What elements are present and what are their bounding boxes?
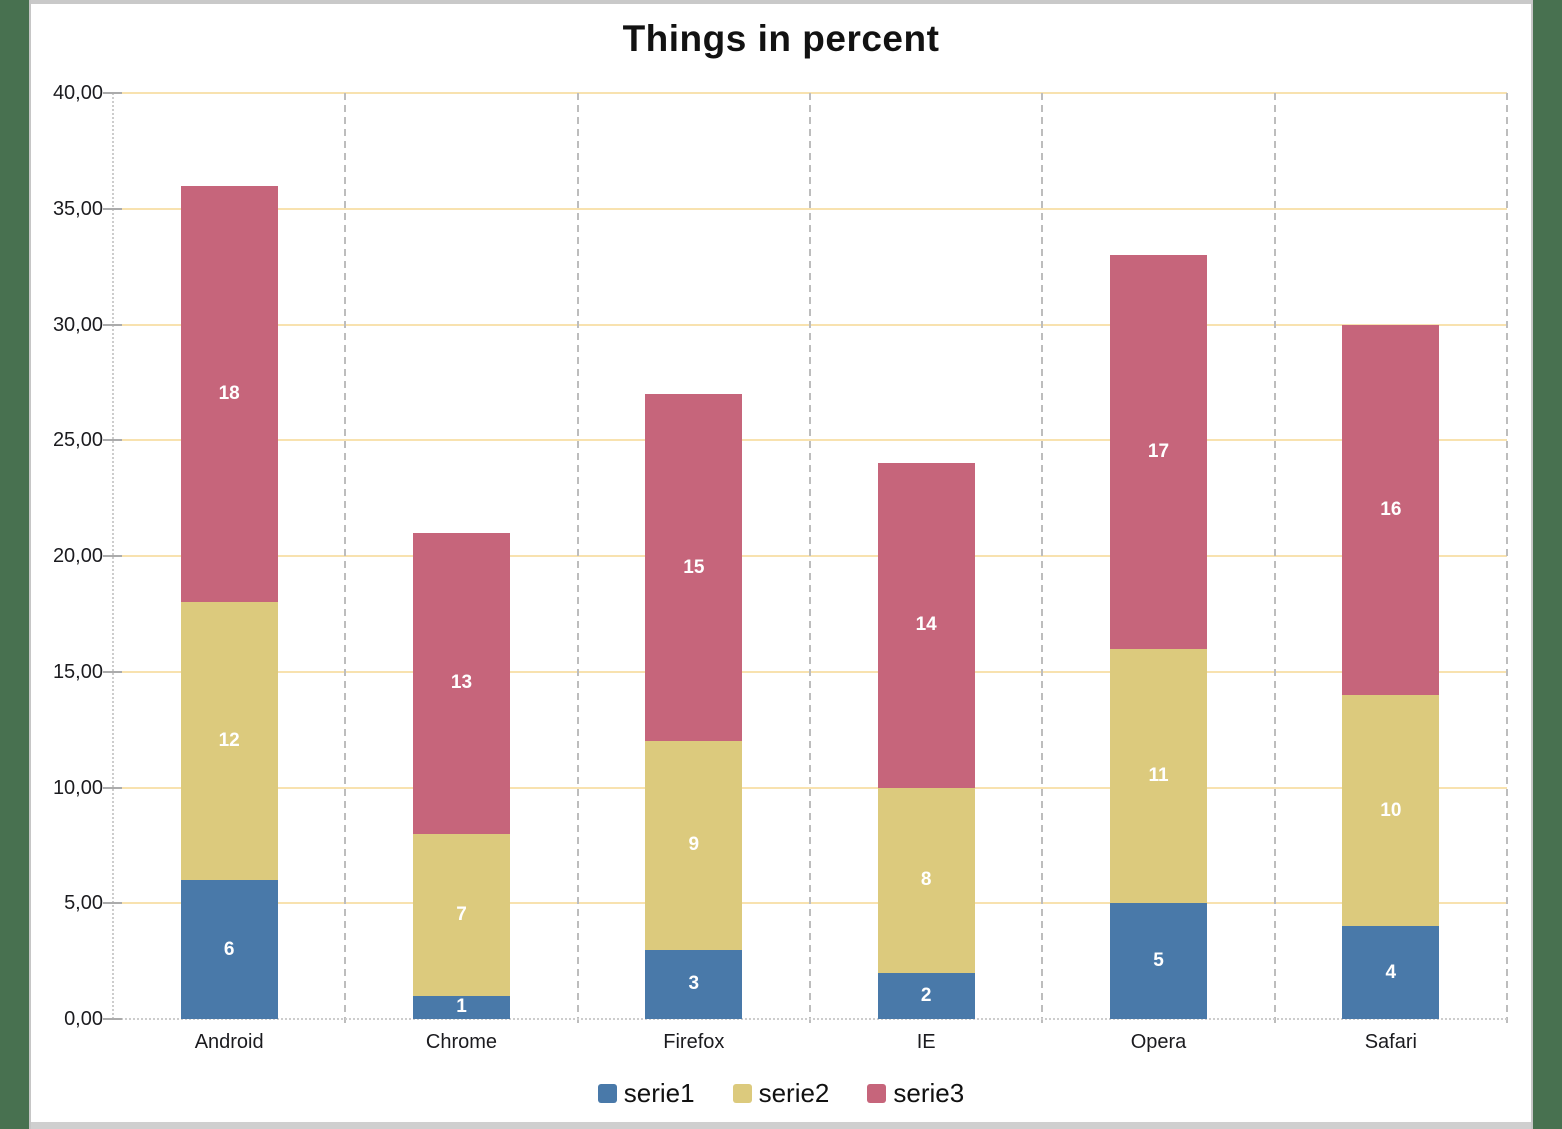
y-axis-tick-label: 40,00: [52, 82, 103, 104]
bar-value-label: 2: [920, 984, 932, 1006]
bar-segment-serie2-firefox[interactable]: 9: [645, 741, 743, 950]
bar-value-label: 10: [1380, 799, 1402, 821]
legend-label: serie1: [623, 1077, 695, 1108]
gridline-vertical: [1273, 93, 1276, 1023]
x-axis-category-label: Safari: [1364, 1031, 1417, 1053]
gridline-vertical: [576, 93, 579, 1023]
bar-segment-serie2-android[interactable]: 12: [180, 602, 278, 881]
x-axis-category-label: Chrome: [425, 1031, 498, 1053]
legend-label: serie3: [893, 1077, 965, 1108]
bar-value-label: 12: [218, 730, 240, 752]
bar-value-label: 17: [1147, 440, 1170, 462]
legend-label: serie2: [758, 1077, 830, 1108]
x-axis-baseline: [113, 1018, 1507, 1020]
legend-item-serie2[interactable]: serie2: [732, 1077, 830, 1109]
background-strip-left: [0, 0, 29, 1129]
bar-value-label: 11: [1148, 764, 1169, 786]
legend: serie1 serie2 serie3: [31, 1076, 1531, 1110]
bar-value-label: 13: [450, 672, 473, 694]
canvas-border-right: [1531, 0, 1533, 1129]
bar-segment-serie1-android[interactable]: 6: [180, 880, 278, 1019]
bar-value-label: 3: [688, 973, 700, 995]
x-axis-category-label: Android: [194, 1031, 264, 1053]
bar-value-label: 14: [915, 614, 937, 636]
y-axis-tick-label: 30,00: [52, 313, 103, 336]
background-strip-right: [1533, 0, 1562, 1129]
y-axis-tick-label: 5,00: [64, 892, 103, 915]
bar-segment-serie3-opera[interactable]: 17: [1110, 255, 1207, 649]
bar-segment-serie1-firefox[interactable]: 3: [645, 949, 743, 1019]
bar-value-label: 4: [1385, 961, 1397, 983]
chart-title: Things in percent: [622, 18, 940, 59]
canvas-border-left: [29, 0, 31, 1129]
legend-item-serie3[interactable]: serie3: [867, 1078, 964, 1109]
canvas-border-bottom: [31, 1122, 1531, 1129]
y-axis-tick: [103, 439, 122, 442]
y-axis-tick-label: 15,00: [52, 660, 103, 683]
bar-value-label: 16: [1380, 498, 1402, 520]
bar-value-label: 7: [456, 903, 467, 925]
y-axis-tick-label: 10,00: [52, 776, 103, 799]
bar-segment-serie3-firefox[interactable]: 15: [645, 393, 743, 742]
bar-segment-serie2-opera[interactable]: 11: [1110, 648, 1207, 904]
y-axis-tick: [103, 670, 122, 673]
y-axis-tick: [103, 555, 122, 557]
bar-value-label: 15: [683, 556, 705, 578]
y-axis-tick: [103, 92, 122, 94]
bar-segment-serie1-chrome[interactable]: 1: [413, 995, 510, 1019]
legend-swatch-icon: [732, 1083, 752, 1103]
bar-value-label: 8: [920, 869, 932, 891]
x-axis-category-label: IE: [916, 1031, 936, 1053]
bar-value-label: 1: [456, 996, 467, 1018]
legend-item-serie1[interactable]: serie1: [597, 1077, 695, 1109]
bar-segment-serie3-ie[interactable]: 14: [877, 463, 975, 788]
y-axis-tick-label: 0,00: [64, 1008, 103, 1030]
bar-segment-serie3-chrome[interactable]: 13: [413, 532, 510, 834]
plot-area: 0,00 5,00 10,00 15,00 20,00 25,00 30,00 35,00 40…: [53, 82, 1508, 1053]
y-axis-tick-label: 25,00: [52, 429, 103, 452]
bar-value-label: 6: [223, 938, 235, 960]
bar-segment-serie1-safari[interactable]: 4: [1342, 926, 1440, 1019]
bar-segment-serie1-ie[interactable]: 2: [877, 972, 975, 1019]
bar-segment-serie2-ie[interactable]: 8: [877, 787, 975, 973]
y-axis-tick: [103, 1018, 122, 1020]
legend-swatch-icon: [597, 1083, 617, 1103]
y-axis-tick: [103, 207, 122, 210]
x-axis-category-label: Firefox: [663, 1031, 725, 1053]
legend-swatch-icon: [867, 1083, 887, 1103]
x-axis-category-label: Opera: [1130, 1031, 1187, 1053]
bar-value-label: 18: [218, 382, 240, 404]
bar-segment-serie2-chrome[interactable]: 7: [413, 833, 510, 996]
gridline-vertical: [1506, 93, 1508, 1023]
bar-segment-serie3-safari[interactable]: 16: [1342, 324, 1440, 695]
y-axis-tick: [103, 786, 122, 789]
gridline-vertical: [1041, 93, 1044, 1023]
y-axis-tick-label: 35,00: [52, 197, 103, 220]
gridline-vertical: [809, 93, 811, 1023]
bar-segment-serie1-opera[interactable]: 5: [1110, 903, 1207, 1019]
gridline-vertical: [344, 93, 347, 1023]
y-axis-tick-label: 20,00: [52, 545, 103, 567]
y-axis-tick: [103, 323, 122, 326]
bar-value-label: 5: [1153, 950, 1164, 972]
canvas-border-top: [31, 0, 1531, 4]
y-axis-tick: [103, 902, 122, 905]
bar-value-label: 9: [688, 834, 700, 856]
bar-segment-serie3-android[interactable]: 18: [180, 185, 278, 603]
bar-segment-serie2-safari[interactable]: 10: [1342, 694, 1440, 927]
